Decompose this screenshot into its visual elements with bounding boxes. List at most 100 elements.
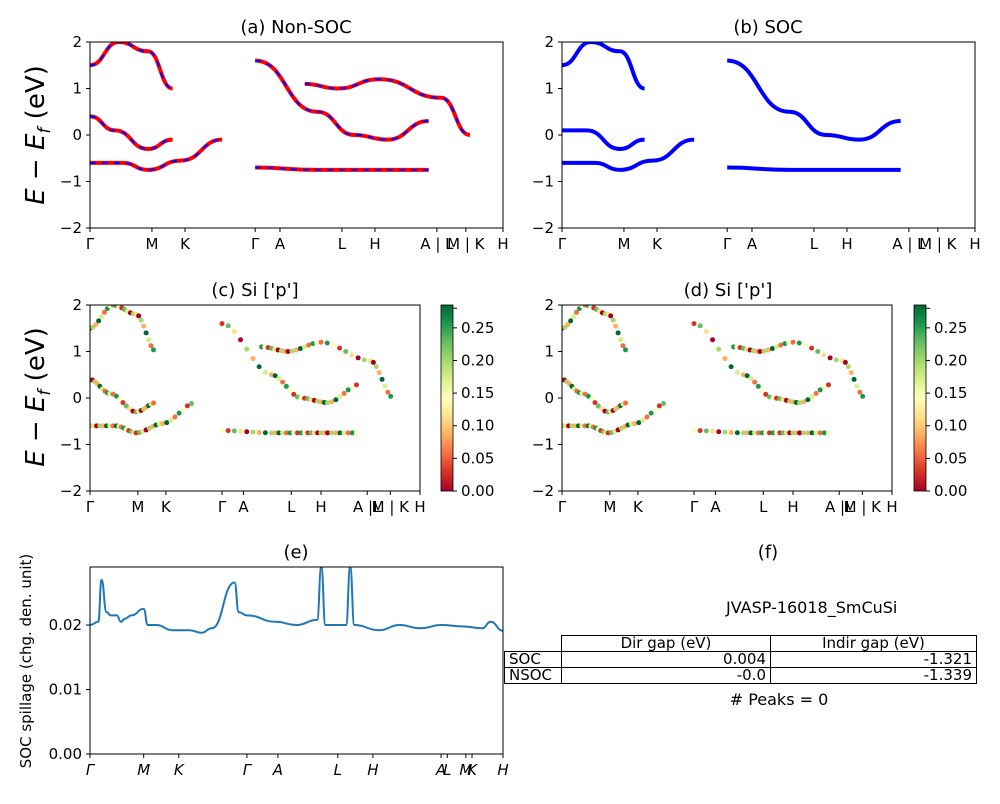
weight-point [337, 394, 343, 400]
weight-point [640, 417, 646, 423]
x-tick-label: A |L [825, 498, 854, 516]
weight-point [138, 317, 144, 323]
weight-point [231, 329, 237, 335]
weight-point [141, 323, 147, 329]
weight-point [782, 341, 788, 347]
title-d: (d) Si ['p'] [684, 280, 773, 301]
weight-point [293, 347, 299, 353]
x-tick-label: H [367, 761, 378, 779]
weight-point [821, 352, 827, 358]
x-tick-label: K [180, 235, 191, 253]
weight-point [857, 389, 863, 395]
gap-table: Dir gap (eV) Indir gap (eV) SOC 0.004 -1… [504, 635, 977, 684]
weight-point [833, 357, 839, 363]
weight-point [143, 330, 149, 336]
weight-point [797, 430, 803, 436]
weight-point [318, 339, 324, 345]
y-tick-label: 0 [72, 389, 82, 407]
weight-point [388, 393, 394, 399]
weight-point [329, 399, 335, 405]
plot-area [90, 305, 394, 436]
x-tick-label: M | K [372, 498, 411, 516]
weight-point [710, 428, 716, 434]
weight-point [184, 403, 190, 409]
x-tick-label: L [810, 235, 819, 253]
y-tick-label: 2 [72, 296, 82, 314]
x-tick-label: Γ [251, 235, 260, 253]
x-tick-label: M [617, 235, 630, 253]
weight-point [759, 388, 765, 394]
x-tick-label: K [633, 498, 644, 516]
weight-point [250, 356, 256, 362]
x-tick-label: H [414, 498, 425, 516]
weight-point [854, 383, 860, 389]
ylabel-top: E − Ef (eV) [21, 65, 55, 205]
weight-point [589, 396, 595, 402]
weight-point [333, 430, 339, 436]
weight-point [285, 349, 291, 354]
y-tick-label: 0 [72, 126, 82, 144]
weight-point [297, 346, 303, 352]
x-tick-label: H [886, 498, 897, 516]
weight-point [373, 364, 379, 370]
colorbar-tick-label: 0.00 [461, 482, 494, 500]
weight-point [710, 337, 716, 343]
weight-point [636, 420, 642, 426]
x-tick-label: K [652, 235, 663, 253]
x-tick-label: K [174, 761, 185, 779]
y-tick-label: −2 [60, 219, 82, 237]
weight-point [644, 414, 650, 420]
weight-point [817, 430, 823, 436]
x-tick-label: M [137, 761, 150, 779]
x-tick-label: Γ [86, 498, 95, 516]
colorbar-tick-label: 0.25 [461, 319, 494, 337]
weight-point [802, 342, 808, 348]
weight-point [370, 359, 376, 365]
x-tick-label: M | K [919, 235, 958, 253]
weight-point [272, 373, 278, 379]
weight-point [231, 428, 237, 434]
y-tick-label: 1 [72, 80, 82, 98]
weight-point [697, 323, 703, 329]
indir-gap-value: -1.339 [770, 667, 977, 684]
axes-frame [89, 41, 504, 229]
colorbar-tick-label: 0.10 [461, 417, 494, 435]
weight-point [113, 393, 119, 399]
weight-point [752, 430, 758, 436]
weight-point [703, 329, 709, 335]
weight-point [291, 391, 297, 397]
weight-point [744, 430, 750, 436]
axes-frame [561, 304, 893, 492]
weight-point [759, 430, 765, 436]
weight-point [851, 376, 857, 382]
weight-point [225, 323, 231, 329]
weight-point [774, 344, 779, 350]
weight-point [660, 401, 666, 407]
x-tick-label: Γ [723, 235, 732, 253]
weight-point [349, 430, 355, 436]
x-tick-label: Γ [86, 235, 95, 253]
weight-point [623, 400, 629, 406]
weight-point [120, 400, 126, 406]
band-line-dashed [90, 138, 223, 171]
weight-point [595, 403, 601, 409]
weight-point [755, 383, 761, 389]
weight-point [813, 430, 819, 436]
x-tick-label: Γ [558, 498, 567, 516]
weight-point [722, 356, 728, 362]
x-tick-label: H [369, 235, 380, 253]
weight-point [796, 340, 802, 346]
weight-point [728, 430, 734, 436]
weight-point [817, 387, 823, 393]
weight-point [96, 318, 102, 324]
weight-point [310, 341, 316, 347]
weight-point [797, 400, 803, 406]
title-a: (a) Non-SOC [240, 17, 351, 38]
y-tick-label: −2 [532, 482, 554, 500]
weight-point [755, 430, 761, 436]
weight-point [648, 410, 654, 416]
dir-gap-header: Dir gap (eV) [561, 635, 771, 652]
weight-point [813, 390, 819, 396]
weight-point [276, 430, 282, 436]
